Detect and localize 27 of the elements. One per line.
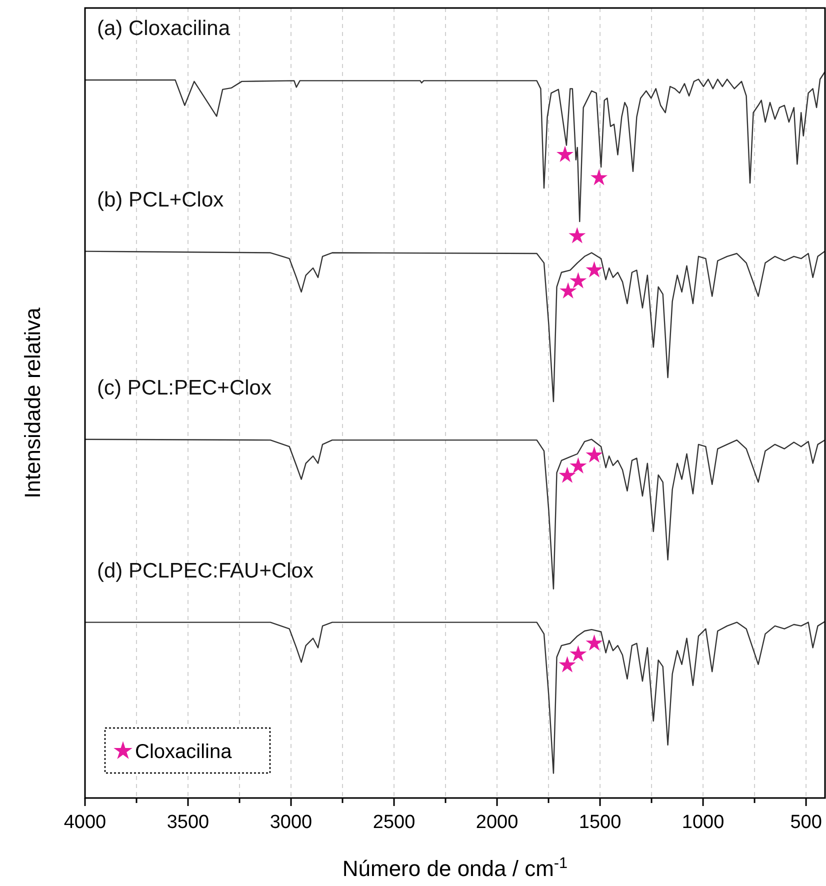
point [558,466,576,483]
series-label: (d) PCLPEC:FAU+Clox [97,559,314,582]
point [560,282,577,298]
x-tick-label: 3000 [270,812,312,833]
x-tick-label: 1500 [578,812,622,833]
point [586,446,603,463]
series-label: (a) Cloxacilina [97,16,230,40]
point [586,634,603,651]
x-tick-label: 500 [790,812,822,833]
point [570,457,587,474]
x-tick-label: 3500 [166,812,210,833]
point [590,169,608,186]
series-label: (c) PCL:PEC+Clox [97,376,272,400]
x-tick-label: 4000 [64,812,106,833]
point [570,272,587,288]
point [568,227,586,244]
x-tick-label: 2500 [372,812,416,833]
series-label: (b) PCL+Clox [97,188,224,212]
x-tick-label: 1000 [682,812,724,833]
point [558,656,576,672]
x-axis-title: Número de onda / cm$^{-1}$ [342,854,568,881]
y-axis-title: Intensidade relativa [20,306,45,498]
point [586,261,603,278]
legend-label: Cloxacilina [135,741,233,763]
point [570,645,587,662]
point [556,146,574,162]
x-tick-label: 2000 [476,812,518,833]
